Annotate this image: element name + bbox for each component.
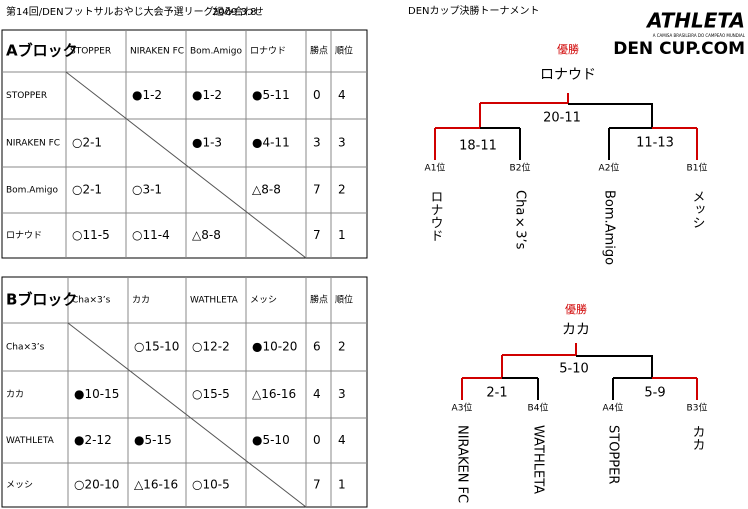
result-cell: 1 xyxy=(338,228,346,242)
result-cell: ●2-12 xyxy=(74,433,112,447)
match-score: 5-9 xyxy=(644,386,665,401)
team-cell: WATHLETA xyxy=(6,436,55,446)
header-cell: 勝点 xyxy=(310,45,328,57)
team-cell: STOPPER xyxy=(6,91,47,101)
logo-tagline: A CAMISA BRASILEIRA DO CAMPEÃO MUNDIAL xyxy=(653,33,746,38)
result-cell: 3 xyxy=(338,136,346,150)
winner-label: 優勝 xyxy=(557,42,579,56)
result-cell: △16-16 xyxy=(134,478,178,492)
result-cell: 0 xyxy=(313,433,321,447)
seed: A2位 xyxy=(599,162,620,174)
team-name: WATHLETA xyxy=(531,425,546,494)
result-cell: ○2-1 xyxy=(72,183,102,197)
header-cell: Bブロック xyxy=(6,291,77,309)
winner: カカ xyxy=(562,322,590,338)
result-cell: ○11-4 xyxy=(132,228,170,242)
result-cell: △8-8 xyxy=(192,228,221,242)
result-cell: ●4-11 xyxy=(252,136,290,150)
winner-label: 優勝 xyxy=(565,302,587,316)
team-name: Cha×3’s xyxy=(513,190,528,250)
tournament-title: DENカップ決勝トーナメント xyxy=(408,4,540,17)
logo-site: DEN CUP.COM xyxy=(613,39,745,59)
header-cell: WATHLETA xyxy=(190,296,239,306)
match-score: 18-11 xyxy=(459,139,497,154)
result-cell: △8-8 xyxy=(252,183,281,197)
result-cell: ○20-10 xyxy=(74,478,119,492)
result-cell: ●10-20 xyxy=(252,340,297,354)
result-cell: ○3-1 xyxy=(132,183,162,197)
result-cell: ○15-10 xyxy=(134,340,179,354)
page-title: 第14回/DENフットサルおやじ大会予選リーグ組み合わせ xyxy=(6,5,264,18)
header-cell: メッシ xyxy=(250,296,277,306)
result-cell: 7 xyxy=(313,183,321,197)
result-cell: ○11-5 xyxy=(72,228,110,242)
result-cell: △16-16 xyxy=(252,387,296,401)
result-cell: 2 xyxy=(338,340,346,354)
header-cell: 勝点 xyxy=(310,294,328,306)
team-name: カカ xyxy=(690,425,705,451)
seed: A1位 xyxy=(425,162,446,174)
result-cell: ●1-2 xyxy=(192,88,222,102)
result-cell: 4 xyxy=(338,433,346,447)
winner: ロナウド xyxy=(540,67,596,83)
team-cell: カカ xyxy=(6,389,24,400)
date: 2009.3.8 xyxy=(212,7,257,18)
result-cell: 0 xyxy=(313,88,321,102)
final-score: 20-11 xyxy=(543,111,581,126)
result-cell: ○10-5 xyxy=(192,478,230,492)
header-cell: NIRAKEN FC xyxy=(130,47,184,57)
result-cell: 7 xyxy=(313,478,321,492)
result-cell: ●10-15 xyxy=(74,387,119,401)
header-cell: カカ xyxy=(132,295,150,306)
result-cell: ●5-15 xyxy=(134,433,172,447)
match-score: 11-13 xyxy=(636,136,674,151)
header-cell: Aブロック xyxy=(6,42,78,60)
result-cell: 7 xyxy=(313,228,321,242)
seed: B4位 xyxy=(528,402,549,414)
team-name: NIRAKEN FC xyxy=(455,425,470,503)
result-cell: ○12-2 xyxy=(192,340,230,354)
result-cell: ○15-5 xyxy=(192,387,230,401)
seed: B3位 xyxy=(687,402,708,414)
logo-brand: ATHLETA xyxy=(645,9,745,33)
header-cell: Cha×3’s xyxy=(72,296,111,306)
seed: B2位 xyxy=(510,162,531,174)
result-cell: 3 xyxy=(313,136,321,150)
team-cell: Bom.Amigo xyxy=(6,186,58,196)
header-cell: 順位 xyxy=(335,45,353,57)
match-score: 2-1 xyxy=(486,386,507,401)
header-cell: STOPPER xyxy=(70,47,111,57)
result-cell: 3 xyxy=(338,387,346,401)
line xyxy=(67,322,307,508)
team-cell: メッシ xyxy=(6,481,33,491)
result-cell: 1 xyxy=(338,478,346,492)
result-cell: ●5-10 xyxy=(252,433,290,447)
line xyxy=(65,71,307,259)
team-name: Bom.Amigo xyxy=(602,190,617,265)
team-cell: ロナウド xyxy=(6,230,42,241)
result-cell: ●1-3 xyxy=(192,136,222,150)
result-cell: 4 xyxy=(338,88,346,102)
result-cell: ●5-11 xyxy=(252,88,290,102)
seed: B1位 xyxy=(687,162,708,174)
team-cell: Cha×3’s xyxy=(6,343,45,353)
table-frame xyxy=(1,276,368,508)
team-name: STOPPER xyxy=(606,425,621,484)
result-cell: 6 xyxy=(313,340,321,354)
result-cell: 2 xyxy=(338,183,346,197)
table-frame xyxy=(1,29,368,259)
result-cell: ○2-1 xyxy=(72,136,102,150)
header-cell: ロナウド xyxy=(250,46,286,57)
result-cell: 4 xyxy=(313,387,321,401)
result-cell: ●1-2 xyxy=(132,88,162,102)
team-name: ロナウド xyxy=(428,190,443,242)
seed: A3位 xyxy=(452,402,473,414)
team-cell: NIRAKEN FC xyxy=(6,139,60,149)
header-cell: Bom.Amigo xyxy=(190,47,242,57)
seed: A4位 xyxy=(603,402,624,414)
final-score: 5-10 xyxy=(559,362,589,377)
header-cell: 順位 xyxy=(335,294,353,306)
team-name: メッシ xyxy=(690,190,705,229)
